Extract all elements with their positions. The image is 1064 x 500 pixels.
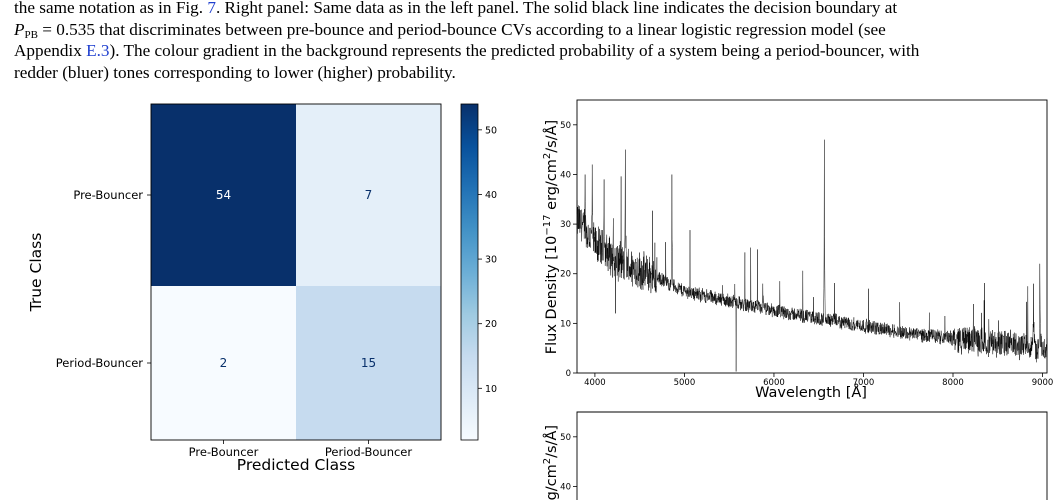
spectrum-ytick-label: 20 — [560, 270, 571, 280]
spectrum-frame — [576, 99, 1048, 374]
cm-xlabel: Predicted Class — [237, 456, 355, 474]
spectrum-xtick-label: 4000 — [584, 378, 606, 388]
cm-xtick-label: Period-Bouncer — [325, 445, 412, 459]
caption-line4: redder (bluer) tones corresponding to lo… — [14, 62, 456, 82]
colorbar: 10 20 30 40 50 — [460, 103, 497, 441]
cm-cell — [296, 104, 441, 286]
spectrum-plot: 4000 5000 6000 7000 8000 9000 0 10 20 30 40 50 Wav… — [542, 99, 1054, 401]
colorbar-gradient — [460, 103, 479, 441]
appendix-ref-link[interactable]: E.3 — [86, 41, 110, 60]
spectrum-xtick-label: 7000 — [853, 378, 875, 388]
spectrum2-ylabel: erg/cm2/s/Å] — [542, 425, 560, 500]
colorbar-tick-label: 30 — [485, 255, 497, 266]
spectrum-ytick-label: 10 — [560, 319, 571, 329]
caption-line3b: ). The colour gradient in the background… — [109, 41, 920, 60]
spectrum-xtick-label: 5000 — [674, 378, 696, 388]
caption-line1: the same notation as in Fig. — [14, 0, 208, 17]
spectrum-ytick-label: 50 — [560, 121, 571, 131]
caption-line3a: Appendix — [14, 41, 87, 60]
caption-line2: = 0.535 that discriminates between pre-b… — [37, 19, 886, 39]
spectrum-ytick-label: 40 — [560, 170, 571, 180]
cm-cell-value: 7 — [365, 188, 373, 202]
cm-ytick-label: Pre-Bouncer — [73, 188, 143, 202]
colorbar-tick-label: 10 — [485, 384, 497, 395]
colorbar-tick-label: 50 — [485, 125, 497, 136]
spectrum-ytick-label: 0 — [566, 369, 571, 379]
confusion-matrix: 54 7 2 15 Pre-Bouncer Period-Bouncer Pre-Bou… — [27, 103, 442, 474]
fig-ref-link[interactable]: 7 — [207, 0, 216, 17]
pb-symbol: PPB — [14, 19, 38, 41]
spectrum-ylabel: Flux Density [10−17 erg/cm2/s/Å] — [542, 120, 560, 354]
cm-cell — [296, 286, 441, 440]
spectrum-xtick-label: 6000 — [763, 378, 785, 388]
spectrum2-ytick-label: 50 — [560, 433, 571, 443]
spectrum-ytick-label: 30 — [560, 220, 571, 230]
spectrum2-ytick-label: 40 — [560, 482, 571, 492]
spectrum-plot-2: 40 50 erg/cm2/s/Å] — [542, 411, 1048, 500]
spectrum-xtick-label: 8000 — [942, 378, 964, 388]
spectrum-xtick-label: 9000 — [1032, 378, 1054, 388]
figure-caption: the same notation as in Fig. 7. Right pa… — [14, 0, 1054, 83]
cm-ylabel: True Class — [27, 233, 45, 313]
caption-line1-rest: . Right panel: Same data as in the left … — [215, 0, 898, 17]
cm-cell-value: 54 — [216, 188, 231, 202]
spectrum2-frame — [576, 411, 1048, 500]
spectrum-line — [576, 139, 1048, 372]
colorbar-tick-label: 20 — [485, 319, 497, 330]
cm-xtick-label: Pre-Bouncer — [189, 445, 259, 459]
cm-cell-value: 15 — [361, 356, 376, 370]
cm-cell — [151, 104, 296, 286]
cm-cell-value: 2 — [220, 356, 228, 370]
spectrum-xlabel: Wavelength [Å] — [755, 384, 867, 401]
cm-ytick-label: Period-Bouncer — [56, 356, 143, 370]
cm-cell — [151, 286, 296, 440]
colorbar-tick-label: 40 — [485, 190, 497, 201]
cm-frame — [150, 103, 442, 441]
